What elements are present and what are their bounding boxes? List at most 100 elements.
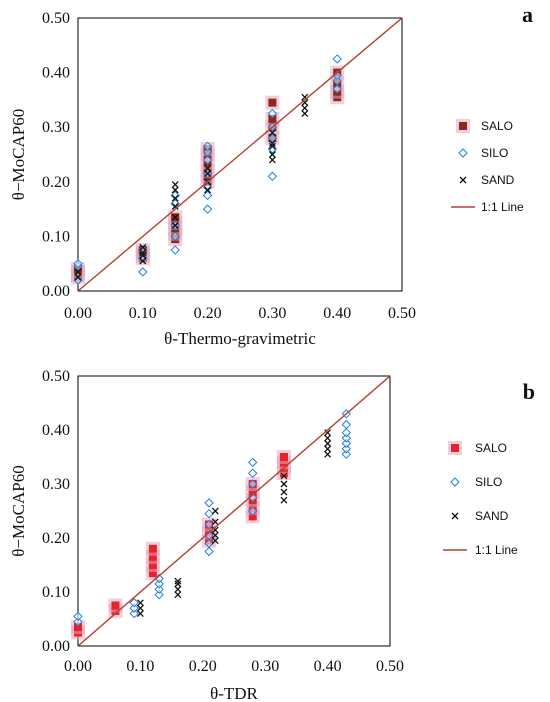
chart-panel-a: 0.00 0.10 0.20 0.30 0.40 0.50 0.00 0.10 0.20 0.30… [9, 2, 533, 348]
data-point-sand [136, 604, 144, 612]
data-point-salo [111, 601, 120, 610]
data-point-salo [248, 512, 257, 521]
data-point-sand [171, 181, 179, 188]
plot-area-frame [77, 375, 391, 647]
data-point-silo [202, 155, 213, 165]
data-point-sand [280, 496, 288, 504]
data-point-sand [268, 142, 276, 150]
data-point-sand [211, 518, 219, 526]
data-point-sand [74, 273, 82, 281]
data-point-sand [280, 472, 288, 480]
data-point-silo [332, 76, 342, 86]
data-point-silo [267, 108, 278, 119]
data-point-silo [129, 598, 139, 608]
x-tick-label: 0.00 [64, 658, 92, 675]
data-point-sand [280, 480, 288, 488]
x-tick-label: 0.20 [194, 305, 222, 322]
data-point-sand [301, 99, 309, 107]
chart-panel-b: 0.00 0.10 0.20 0.30 0.40 0.50 0.00 0.10 0.20 0.30… [9, 368, 535, 702]
data-point-sand [174, 577, 182, 585]
y-tick-label: 0.10 [42, 228, 70, 245]
data-point-sand [139, 249, 147, 257]
legend-marker-salo [459, 122, 467, 130]
y-tick-label: 0.20 [42, 174, 70, 191]
series-silo [73, 54, 342, 285]
legend: SALO SILO SAND 1:1 Line [451, 119, 524, 214]
series-silo [73, 409, 352, 627]
data-point-sand [139, 252, 147, 259]
y-tick-label: 0.10 [42, 584, 70, 601]
plot-area-frame [77, 17, 403, 292]
data-point-sand [324, 450, 332, 458]
y-axis-label: θ−MoCAP60 [9, 465, 28, 556]
x-tick-label: 0.10 [129, 305, 157, 322]
legend-label: SILO [481, 146, 508, 160]
data-point-sand [174, 585, 182, 593]
data-point-silo [170, 245, 180, 255]
data-point-silo [204, 498, 214, 508]
one-to-one-line [77, 375, 391, 647]
legend-label: SALO [475, 441, 507, 455]
data-point-sand [324, 440, 332, 447]
x-tick-label: 0.00 [64, 305, 92, 322]
series-sand [136, 429, 332, 618]
data-point-silo [170, 190, 180, 201]
legend-marker-sand [451, 512, 459, 520]
x-tick-label: 0.20 [189, 658, 217, 675]
x-tick-label: 0.50 [376, 658, 404, 675]
y-tick-label: 0.30 [42, 119, 70, 136]
x-tick-label: 0.10 [126, 658, 154, 675]
data-point-salo [148, 544, 157, 553]
y-axis-label: θ−MoCAP60 [9, 109, 28, 200]
data-point-sand [211, 537, 219, 545]
data-point-sand [324, 434, 332, 442]
data-point-sand [204, 170, 212, 178]
data-point-silo [341, 444, 352, 454]
data-point-silo [73, 611, 83, 622]
data-point-silo [204, 530, 214, 541]
series-salo [71, 450, 291, 640]
x-tick-label: 0.30 [251, 658, 279, 675]
data-point-silo [202, 182, 213, 192]
data-point-silo [202, 141, 213, 152]
legend-label: SAND [481, 173, 515, 187]
data-point-silo [154, 584, 164, 595]
data-point-sand [171, 194, 179, 202]
data-point-sand [280, 488, 288, 496]
data-point-salo [74, 623, 82, 632]
data-point-silo [138, 245, 148, 255]
legend-label: SAND [475, 509, 509, 523]
one-to-one-line [77, 17, 403, 292]
x-axis-label: θ-Thermo-gravimetric [164, 329, 316, 348]
y-tick-label: 0.00 [42, 638, 70, 655]
data-point-sand [211, 531, 219, 539]
data-point-silo [341, 433, 352, 443]
data-point-silo [248, 468, 258, 478]
data-point-salo [148, 552, 157, 561]
data-point-silo [138, 267, 148, 277]
data-point-sand [136, 599, 144, 607]
data-point-sand [171, 186, 179, 194]
data-point-silo [154, 573, 164, 584]
data-point-salo [148, 569, 157, 578]
data-point-silo [202, 147, 213, 157]
data-point-silo [267, 171, 278, 182]
y-tick-label: 0.20 [42, 530, 70, 547]
data-point-silo [202, 204, 213, 214]
data-point-silo [248, 457, 258, 468]
data-point-silo [204, 546, 214, 557]
data-point-sand [174, 591, 182, 599]
legend: SALO SILO SAND 1:1 Line [443, 441, 518, 557]
data-point-sand [204, 164, 212, 172]
data-point-silo [170, 231, 180, 242]
data-point-silo [204, 508, 214, 519]
data-point-silo [341, 438, 352, 449]
data-point-sand [301, 110, 309, 118]
data-point-silo [202, 190, 213, 201]
legend-marker-silo [458, 148, 468, 158]
data-point-salo [148, 561, 157, 569]
legend-label: SILO [475, 475, 502, 489]
data-point-sand [139, 243, 147, 251]
data-point-silo [267, 133, 278, 143]
